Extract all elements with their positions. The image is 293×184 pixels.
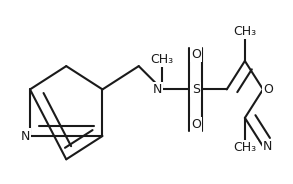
Text: O: O bbox=[191, 48, 201, 61]
Text: N: N bbox=[21, 130, 30, 143]
Text: O: O bbox=[263, 83, 273, 96]
Text: S: S bbox=[192, 83, 200, 96]
Text: CH₃: CH₃ bbox=[233, 141, 256, 154]
Text: CH₃: CH₃ bbox=[151, 53, 173, 66]
Text: N: N bbox=[263, 140, 272, 153]
Text: N: N bbox=[153, 83, 162, 96]
Text: O: O bbox=[191, 118, 201, 131]
Text: CH₃: CH₃ bbox=[233, 25, 256, 38]
